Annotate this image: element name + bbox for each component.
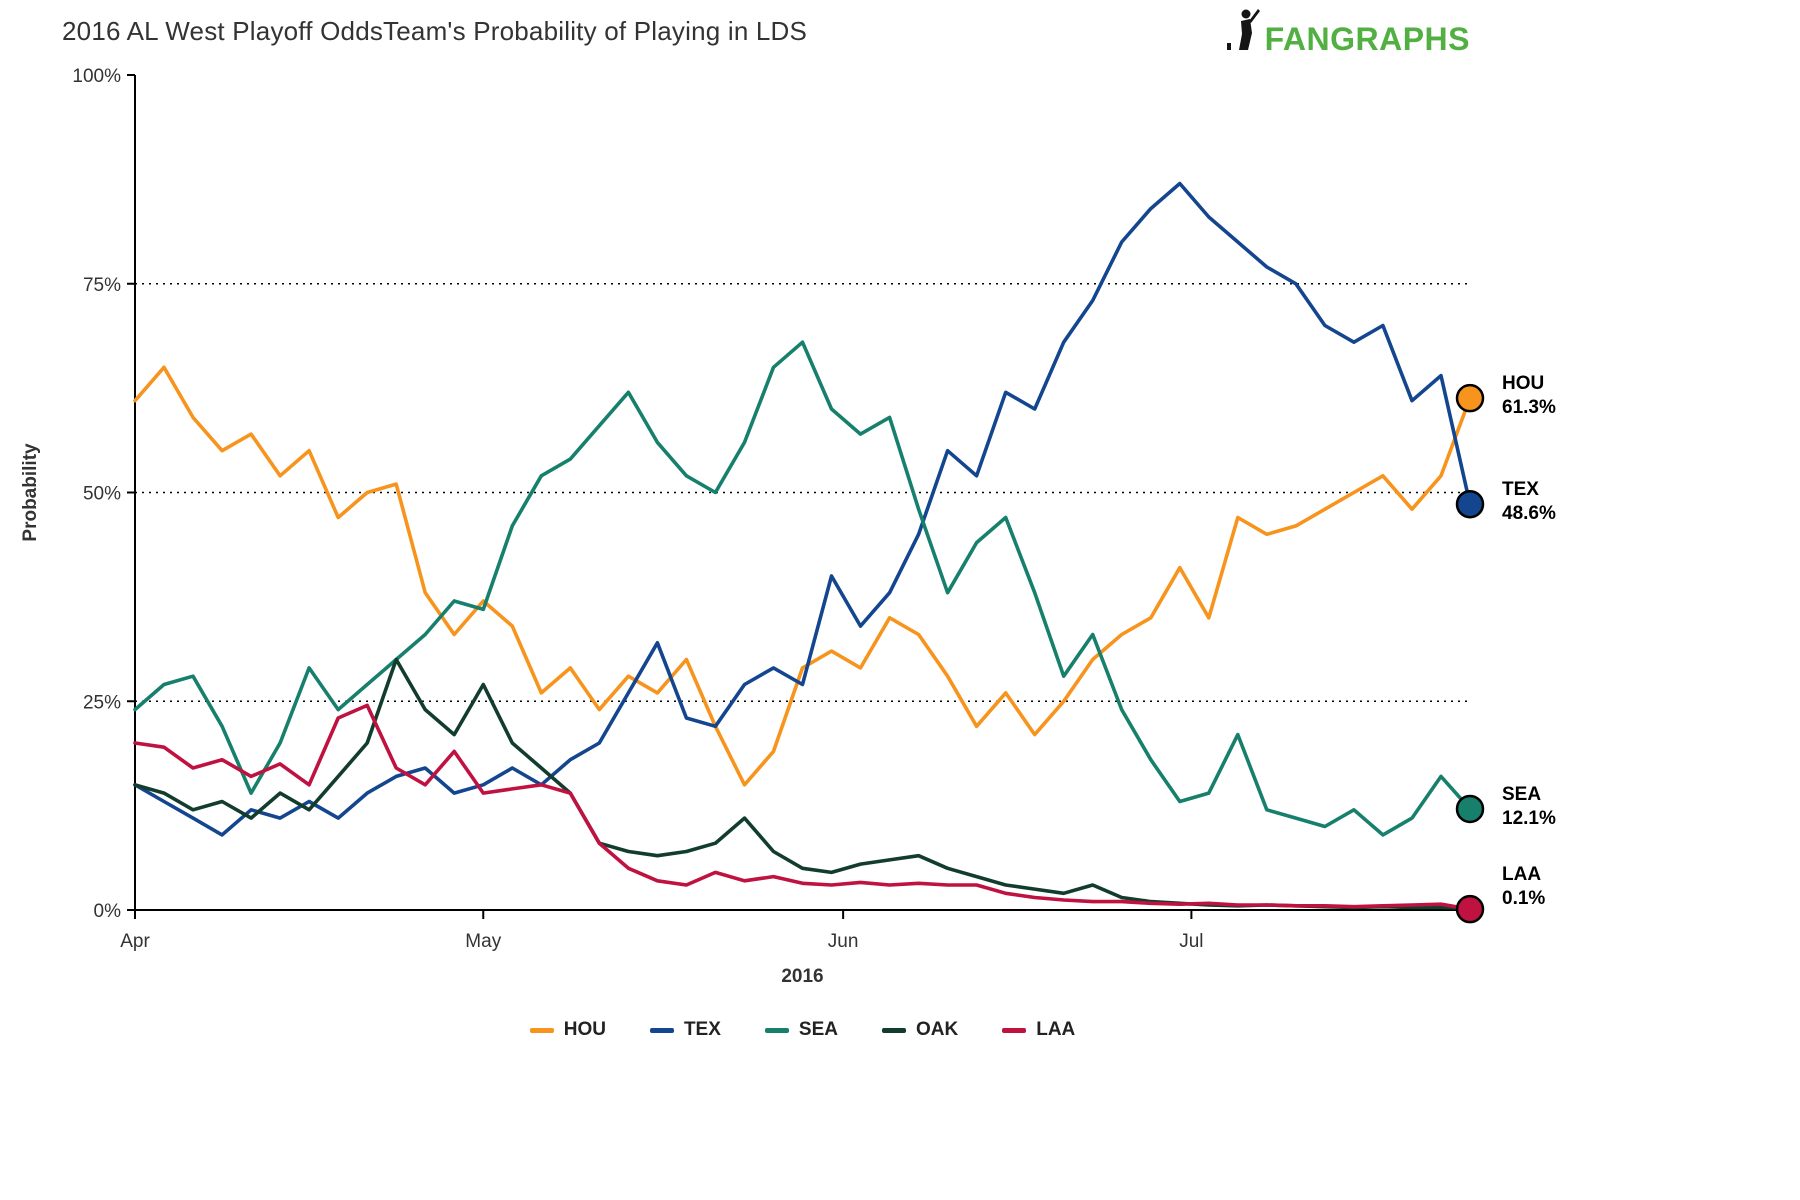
fangraphs-logo[interactable]: FANGRAPHS <box>1226 8 1470 55</box>
x-tick-label: May <box>465 931 501 952</box>
end-label-pct-laa: 0.1% <box>1502 888 1545 909</box>
legend-label-tex: TEX <box>683 1019 721 1040</box>
y-tick-label: 100% <box>72 66 121 87</box>
chart-title: 2016 AL West Playoff OddsTeam's Probabil… <box>62 16 808 46</box>
y-tick-label: 50% <box>83 484 121 505</box>
legend-item-hou[interactable]: HOU <box>529 1019 606 1041</box>
legend-swatch-sea <box>764 1027 789 1033</box>
series-line-laa <box>133 703 1472 912</box>
end-label-pct-hou: 61.3% <box>1502 397 1556 418</box>
series-line-sea <box>133 340 1472 837</box>
chart-legend: HOU TEX SEA OAK LAA <box>135 1014 1470 1046</box>
legend-item-oak[interactable]: OAK <box>881 1019 959 1041</box>
legend-label-sea: SEA <box>798 1019 838 1040</box>
y-axis-title: Probability <box>20 443 41 542</box>
legend-item-tex[interactable]: TEX <box>649 1019 721 1041</box>
y-tick-label: 25% <box>83 692 121 713</box>
playoff-odds-line-chart: 0% 25% 50% 75% 100% Apr May Jun Jul 2016 Probabili… <box>20 66 1556 987</box>
x-tick-label: Jul <box>1179 931 1203 952</box>
legend-label-oak: OAK <box>915 1019 959 1040</box>
series-line-tex <box>133 181 1472 837</box>
legend-swatch-laa <box>1002 1027 1027 1033</box>
series-line-oak <box>133 657 1472 911</box>
fangraphs-logo-text: FANGRAPHS <box>1264 21 1470 57</box>
legend-swatch-oak <box>881 1027 906 1033</box>
series-line-hou <box>133 365 1472 787</box>
fangraphs-batter-icon <box>1226 8 1260 55</box>
legend-swatch-tex <box>649 1027 674 1033</box>
legend-label-hou: HOU <box>563 1019 606 1040</box>
end-label-team-tex: TEX <box>1502 479 1539 500</box>
legend-item-sea[interactable]: SEA <box>764 1019 838 1041</box>
end-label-team-laa: LAA <box>1502 864 1541 885</box>
legend-item-laa[interactable]: LAA <box>1002 1019 1075 1041</box>
legend-swatch-hou <box>529 1027 554 1033</box>
legend-label-laa: LAA <box>1036 1019 1076 1040</box>
x-tick-label: Apr <box>120 931 150 952</box>
end-marker-sea <box>1455 794 1485 824</box>
x-axis-title: 2016 <box>781 966 823 987</box>
end-label-pct-tex: 48.6% <box>1502 503 1556 524</box>
end-label-team-hou: HOU <box>1502 373 1544 394</box>
end-marker-tex <box>1455 489 1485 519</box>
y-tick-label: 75% <box>83 275 121 296</box>
end-label-pct-sea: 12.1% <box>1502 808 1556 829</box>
end-label-team-sea: SEA <box>1502 784 1541 805</box>
x-tick-label: Jun <box>828 931 859 952</box>
y-tick-label: 0% <box>94 901 122 922</box>
end-marker-laa <box>1455 894 1485 924</box>
end-marker-hou <box>1455 383 1485 413</box>
